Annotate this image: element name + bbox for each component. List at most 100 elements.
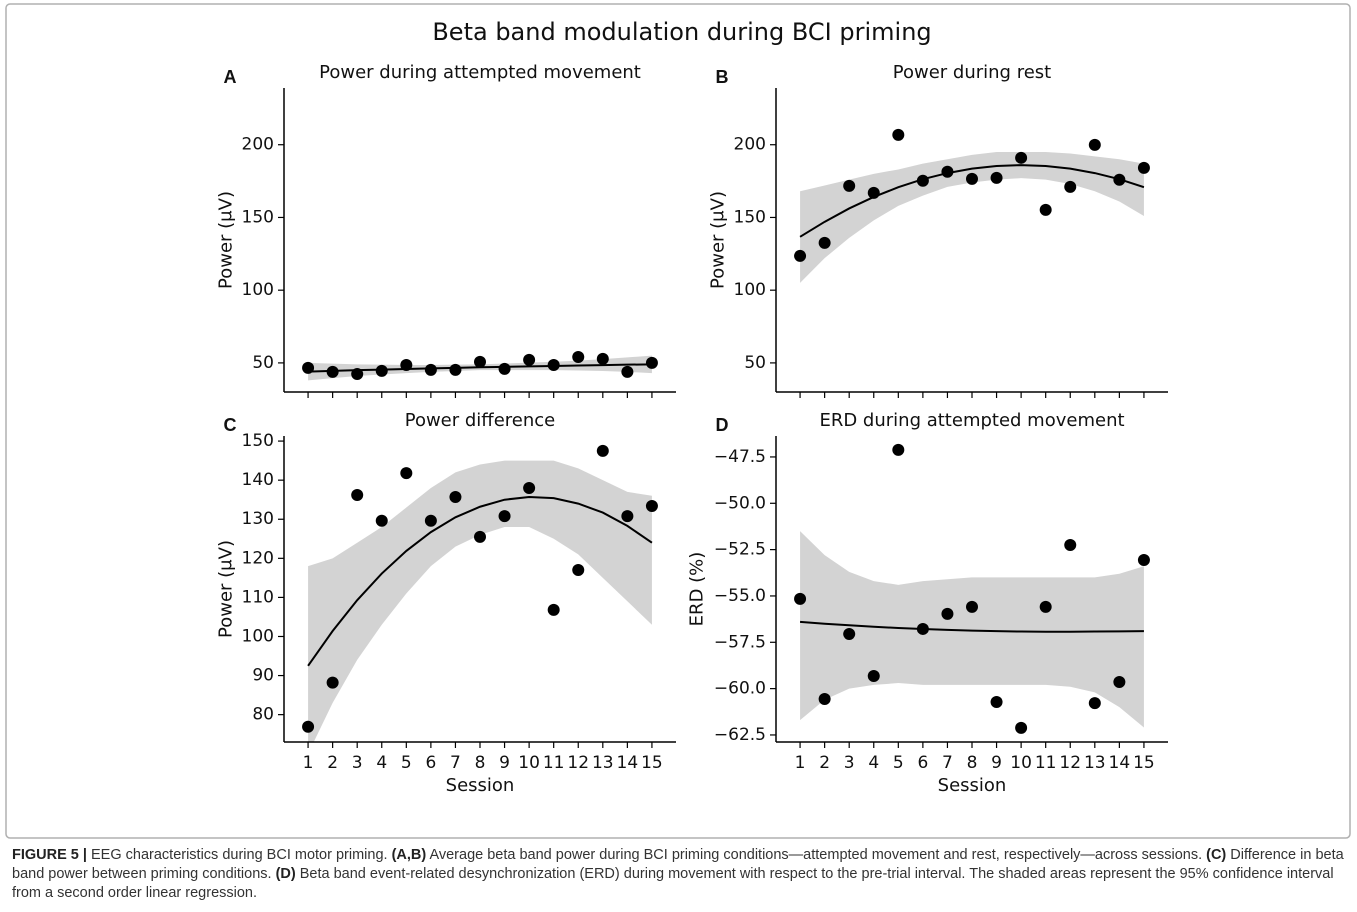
y-tick-label: 120 <box>242 548 274 568</box>
y-tick-label: 130 <box>242 509 274 529</box>
y-tick-label: −60.0 <box>714 679 766 699</box>
data-point <box>326 365 339 378</box>
data-point <box>424 363 437 376</box>
x-axis-label: Session <box>446 775 515 796</box>
y-tick-label: 100 <box>734 280 766 300</box>
x-tick-label: 12 <box>1059 753 1081 773</box>
y-axis-label: Power (μV) <box>216 191 237 289</box>
plot-area <box>799 152 1145 283</box>
panel-title: ERD during attempted movement <box>819 410 1124 431</box>
panel-title: Power during rest <box>893 62 1051 83</box>
x-tick-label: 1 <box>303 753 314 773</box>
x-tick-label: 2 <box>819 753 830 773</box>
x-tick-label: 5 <box>401 753 412 773</box>
data-point <box>843 179 856 192</box>
y-tick-label: −62.5 <box>714 725 766 745</box>
fit-line <box>799 164 1145 238</box>
data-point <box>302 720 315 733</box>
x-tick-label: 6 <box>425 753 436 773</box>
data-point <box>547 603 560 616</box>
data-point <box>916 622 929 635</box>
x-tick-label: 13 <box>1084 753 1106 773</box>
data-point <box>966 600 978 613</box>
caption-text: EEG characteristics during BCI motor pri… <box>86 847 392 863</box>
y-tick-label: −57.5 <box>714 632 766 652</box>
data-point <box>645 356 658 369</box>
x-tick-label: 9 <box>991 753 1002 773</box>
data-point <box>474 355 486 368</box>
figure-frame <box>5 3 1351 839</box>
y-tick-label: 50 <box>744 353 766 373</box>
panel-label: A <box>224 67 237 87</box>
data-point <box>990 171 1003 184</box>
x-axis-label: Session <box>938 775 1007 796</box>
data-point <box>818 693 831 706</box>
y-tick-label: 110 <box>242 587 274 607</box>
panel-label: C <box>224 415 237 435</box>
y-axis-label: ERD (%) <box>687 552 708 627</box>
x-tick-label: 8 <box>967 753 978 773</box>
x-tick-label: 4 <box>868 753 879 773</box>
caption-text: (A,B) <box>391 847 427 863</box>
data-point <box>1137 161 1150 174</box>
data-point <box>375 364 388 377</box>
caption-text: Difference in beta band power between pr… <box>12 847 1344 882</box>
y-axis-label: Power (μV) <box>216 540 237 638</box>
data-point <box>621 510 634 523</box>
x-tick-label: 1 <box>795 753 806 773</box>
data-point <box>596 444 609 457</box>
data-point <box>867 186 880 199</box>
x-tick-label: 10 <box>518 753 540 773</box>
data-point <box>966 172 978 185</box>
data-point <box>1039 203 1052 216</box>
plot-area <box>799 531 1144 728</box>
data-point <box>474 530 486 543</box>
data-point <box>1039 600 1052 613</box>
data-point <box>990 695 1003 708</box>
x-tick-label: 4 <box>376 753 387 773</box>
caption: FIGURE 5 | EEG characteristics during BC… <box>12 846 1347 903</box>
data-point <box>645 499 658 512</box>
caption-text: Beta band event-related desynchronizatio… <box>12 866 1334 901</box>
panel-label: D <box>716 415 729 435</box>
data-point <box>794 592 807 605</box>
caption-label: FIGURE 5 | <box>12 847 87 863</box>
data-point <box>400 358 413 371</box>
data-point <box>596 352 609 365</box>
x-tick-label: 5 <box>893 753 904 773</box>
x-tick-label: 9 <box>499 753 510 773</box>
x-tick-label: 13 <box>592 753 614 773</box>
data-point <box>572 564 585 577</box>
y-tick-label: 150 <box>734 207 766 227</box>
data-point <box>818 236 831 249</box>
panel-title: Power difference <box>405 410 556 431</box>
data-point <box>892 128 905 141</box>
data-point <box>867 670 880 683</box>
y-tick-label: 100 <box>242 626 274 646</box>
y-tick-label: −47.5 <box>714 447 766 467</box>
y-tick-label: 80 <box>252 705 274 725</box>
x-tick-label: 14 <box>617 753 639 773</box>
fit-line <box>307 495 653 667</box>
y-tick-label: 200 <box>242 135 274 155</box>
x-tick-label: 12 <box>567 753 589 773</box>
data-point <box>941 607 954 620</box>
data-point <box>302 361 315 374</box>
figure: Beta band modulation during BCI priming … <box>5 3 1351 839</box>
data-point <box>1137 553 1150 566</box>
x-tick-label: 15 <box>1133 753 1155 773</box>
data-point <box>547 358 560 371</box>
y-axis-label: Power (μV) <box>708 191 729 289</box>
y-tick-label: −52.5 <box>714 540 766 560</box>
data-point <box>1015 151 1028 164</box>
x-tick-label: 2 <box>327 753 338 773</box>
x-tick-label: 3 <box>844 753 855 773</box>
data-point <box>424 514 437 527</box>
data-point <box>572 350 585 363</box>
y-tick-label: −50.0 <box>714 493 766 513</box>
data-point <box>892 443 905 456</box>
x-tick-label: 14 <box>1109 753 1131 773</box>
data-point <box>1113 675 1126 688</box>
x-tick-label: 11 <box>1035 753 1057 773</box>
